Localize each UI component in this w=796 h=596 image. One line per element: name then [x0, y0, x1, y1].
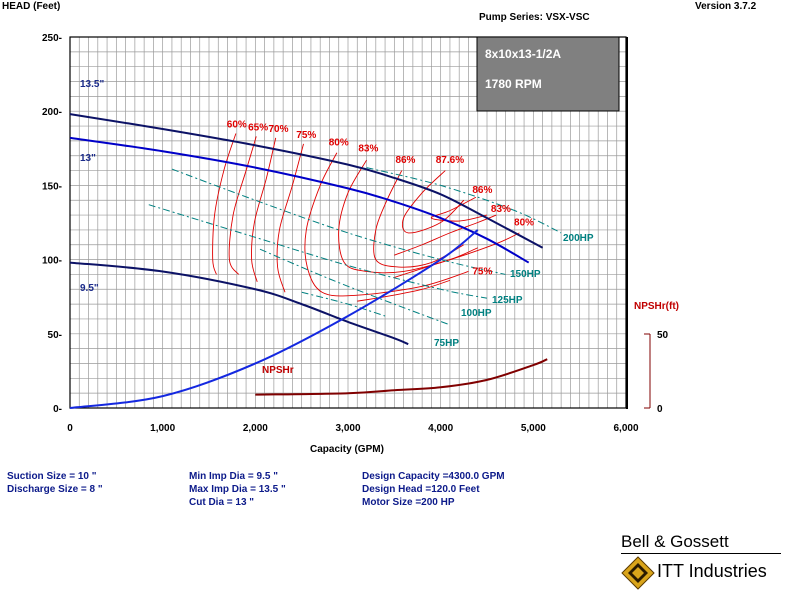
efficiency-label: 75% — [472, 266, 492, 277]
chart-labels: 13.5"13"9.5"60% 65% 70%75%80%83%86% 87.6%86… — [80, 79, 594, 376]
hp-label: 75HP — [434, 338, 459, 349]
efficiency-contour — [430, 196, 488, 222]
cut-dia: Cut Dia = 13 " — [189, 497, 255, 508]
model-box: 8x10x13-1/2A 1780 RPM — [476, 36, 620, 112]
y-axis-title: HEAD (Feet) — [2, 1, 61, 12]
max-impeller-dia: Max Imp Dia = 13.5 " — [189, 484, 286, 495]
company-name: Bell & Gossett — [621, 532, 781, 554]
hp-label: 150HP — [510, 269, 541, 280]
y-tick-label: 250- — [42, 33, 62, 44]
efficiency-label: 87.6% — [436, 155, 464, 166]
spec-column-2: Min Imp Dia = 9.5 " Max Imp Dia = 13.5 "… — [189, 470, 286, 509]
design-capacity: Design Capacity =4300.0 GPM — [362, 471, 505, 482]
pump-series: Pump Series: VSX-VSC — [479, 12, 590, 23]
spec-column-1: Suction Size = 10 " Discharge Size = 8 " — [7, 470, 103, 496]
efficiency-contour — [394, 232, 520, 278]
x-tick-label: 5,000 — [521, 423, 546, 434]
efficiency-label: 75% — [296, 130, 316, 141]
efficiency-contour — [401, 170, 465, 234]
efficiency-label: 80% — [514, 217, 534, 228]
efficiency-label: 83% — [491, 204, 511, 215]
x-tick-label: 1,000 — [150, 423, 175, 434]
y-tick-label: 150- — [42, 181, 62, 192]
axes: 0 1,000 2,000 3,000 4,000 5,000 6,000 0- 50- 100-… — [42, 33, 679, 434]
npsh-curve-label: NPSHr — [262, 365, 294, 376]
y-tick-label: 0- — [53, 404, 62, 415]
hp-line — [148, 204, 488, 299]
horsepower-lines — [148, 167, 562, 326]
efficiency-label: 86% — [472, 185, 492, 196]
efficiency-label: 60% — [227, 120, 247, 131]
x-tick-label: 6,000 — [613, 423, 638, 434]
npsh-tick-label: 0 — [657, 404, 663, 415]
x-tick-label: 4,000 — [428, 423, 453, 434]
efficiency-label: 70% — [268, 124, 288, 135]
efficiency-contour — [228, 136, 257, 275]
efficiency-contours — [212, 133, 520, 302]
efficiency-label: 86% — [395, 155, 415, 166]
impeller-curve — [69, 113, 544, 249]
grid — [70, 37, 626, 408]
model-name: 8x10x13-1/2A — [485, 47, 561, 61]
discharge-size: Discharge Size = 8 " — [7, 484, 103, 495]
y-tick-label: 50- — [48, 330, 62, 341]
impeller-curves — [69, 113, 548, 409]
hp-line — [366, 167, 562, 234]
efficiency-contour — [276, 143, 304, 293]
itt-logo-icon — [621, 556, 655, 590]
spec-column-3: Design Capacity =4300.0 GPM Design Head … — [362, 470, 505, 509]
npsh-axis-title: NPSHr(ft) — [634, 301, 679, 312]
npsh-tick-label: 50 — [657, 330, 669, 341]
design-head: Design Head =120.0 Feet — [362, 484, 480, 495]
system-curve — [69, 229, 479, 409]
efficiency-contour — [338, 159, 478, 274]
plot-frame — [69, 36, 628, 409]
min-impeller-dia: Min Imp Dia = 9.5 " — [189, 471, 278, 482]
suction-size: Suction Size = 10 " — [7, 471, 97, 482]
x-tick-label: 3,000 — [335, 423, 360, 434]
efficiency-label: 80% — [329, 137, 349, 148]
version-label: Version 3.7.2 — [695, 1, 757, 12]
x-tick-label: 0 — [67, 423, 73, 434]
efficiency-contour — [251, 137, 277, 282]
hp-line — [259, 248, 451, 326]
hp-label: 125HP — [492, 295, 523, 306]
efficiency-contour — [212, 133, 237, 275]
x-axis-title: Capacity (GPM) — [310, 444, 384, 455]
y-tick-label: 100- — [42, 256, 62, 267]
brand-block: Bell & Gossett ITT Industries — [621, 532, 781, 590]
model-speed: 1780 RPM — [485, 77, 542, 91]
hp-label: 100HP — [461, 308, 492, 319]
efficiency-contour — [357, 279, 451, 302]
efficiency-label: 65% — [248, 122, 268, 133]
npsh-curve — [255, 358, 548, 396]
efficiency-contour — [304, 152, 469, 297]
impeller-label: 9.5" — [80, 283, 99, 294]
hp-line — [301, 291, 386, 317]
parent-company: ITT Industries — [657, 561, 767, 581]
efficiency-label: 83% — [358, 143, 378, 154]
hp-label: 200HP — [563, 233, 594, 244]
x-tick-label: 2,000 — [243, 423, 268, 434]
y-tick-label: 200- — [42, 107, 62, 118]
impeller-curve — [69, 136, 530, 264]
impeller-curve — [69, 261, 409, 346]
efficiency-contour — [394, 214, 497, 256]
motor-size: Motor Size =200 HP — [362, 497, 455, 508]
hp-line — [171, 168, 506, 275]
impeller-label: 13.5" — [80, 79, 104, 90]
impeller-label: 13" — [80, 153, 96, 164]
